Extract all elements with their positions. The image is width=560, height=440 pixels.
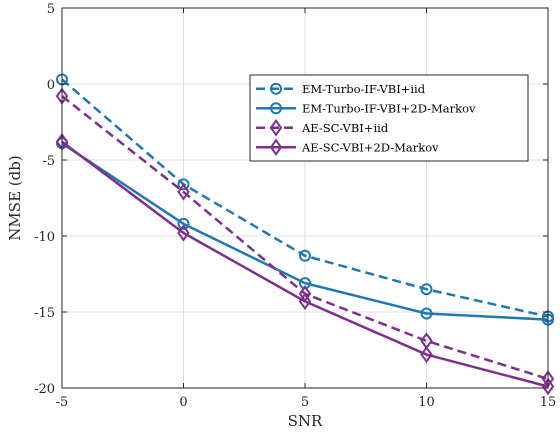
data-point — [177, 178, 190, 191]
y-tick-label: 0 — [47, 78, 55, 93]
legend-item: AE-SC-VBI+iid — [256, 119, 389, 137]
legend-item: AE-SC-VBI+2D-Markov — [256, 138, 439, 156]
x-axis-title: SNR — [288, 412, 323, 430]
data-point — [420, 307, 433, 320]
y-tick-label: 5 — [47, 2, 55, 17]
x-tick-label: 10 — [418, 395, 435, 410]
y-tick-label: -10 — [34, 230, 55, 245]
legend-label: EM-Turbo-IF-VBI+2D-Markov — [302, 101, 476, 115]
legend-item: EM-Turbo-IF-VBI+iid — [256, 82, 426, 96]
legend-box — [249, 74, 529, 162]
legend-label: AE-SC-VBI+2D-Markov — [301, 140, 439, 154]
data-point — [177, 183, 190, 201]
x-tick-label: 5 — [301, 395, 309, 410]
series-line — [61, 142, 549, 321]
legend: EM-Turbo-IF-VBI+iid EM-Turbo-IF-VBI+2D-Ma… — [249, 74, 529, 162]
series-line — [61, 78, 549, 318]
y-tick-label: -15 — [34, 306, 55, 321]
series-layer — [55, 73, 555, 396]
data-point — [420, 283, 433, 296]
legend-label: AE-SC-VBI+iid — [301, 121, 389, 135]
y-axis-title: NMSE (db) — [6, 155, 24, 240]
legend-marker-sample — [269, 138, 283, 156]
data-point — [177, 217, 190, 230]
legend-marker-sample — [270, 102, 282, 115]
data-point — [177, 224, 190, 242]
data-point — [298, 292, 312, 311]
data-point — [420, 345, 433, 364]
axis-ticks: -5 0 5 10 15 -20 -15 -10 -5 0 5 — [34, 2, 556, 410]
x-tick-label: 15 — [540, 395, 557, 410]
x-tick-label: -5 — [56, 395, 69, 410]
data-point — [299, 249, 311, 262]
legend-item: EM-Turbo-IF-VBI+2D-Markov — [256, 101, 476, 115]
legend-marker-sample — [269, 119, 283, 137]
series-line — [61, 140, 549, 388]
series-4 — [55, 133, 555, 396]
data-point — [541, 377, 555, 396]
x-tick-label: 0 — [179, 395, 187, 410]
y-tick-label: -5 — [42, 154, 55, 169]
legend-marker-sample — [270, 82, 282, 95]
y-tick-label: -20 — [34, 382, 55, 397]
legend-label: EM-Turbo-IF-VBI+iid — [302, 82, 426, 96]
